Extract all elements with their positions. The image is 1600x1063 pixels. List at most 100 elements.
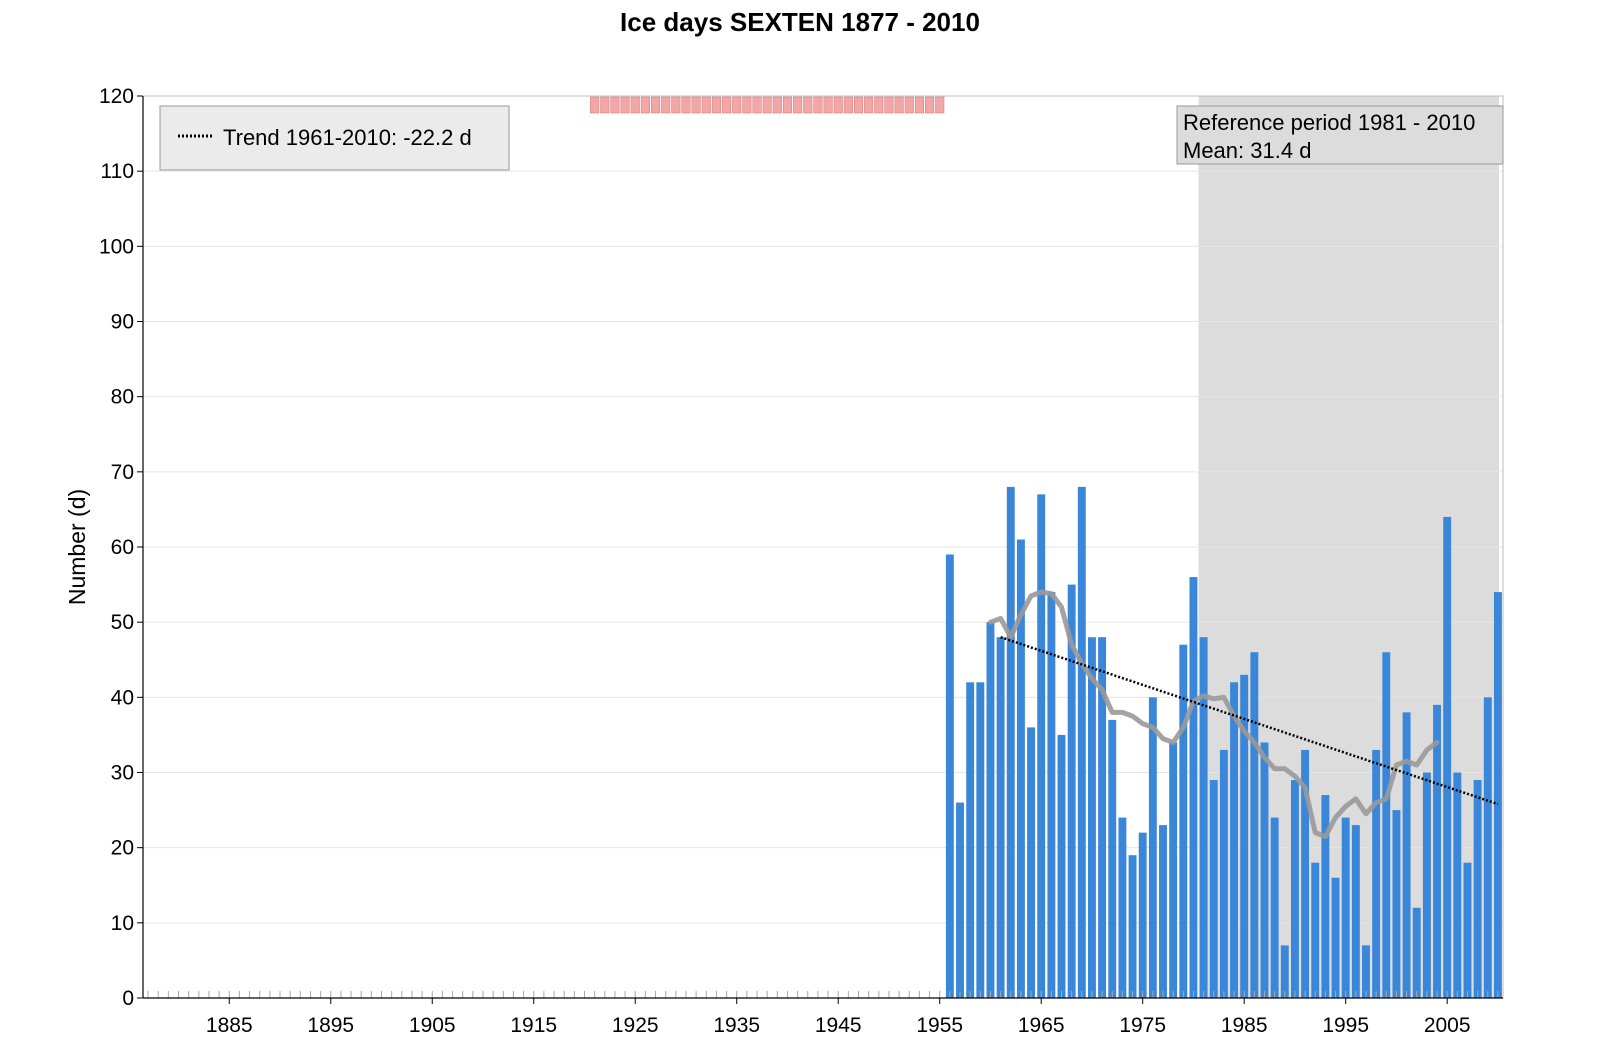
missing-year-marker <box>691 96 701 114</box>
chart-title: Ice days SEXTEN 1877 - 2010 <box>620 7 980 37</box>
x-tick-label: 1935 <box>713 1014 760 1037</box>
missing-year-marker <box>762 96 772 114</box>
bar <box>1067 584 1076 998</box>
y-tick-label: 0 <box>122 987 134 1010</box>
missing-year-marker <box>853 96 864 114</box>
x-tick-label: 1955 <box>916 1014 963 1037</box>
bar <box>1351 825 1360 998</box>
missing-year-marker <box>671 96 681 114</box>
bar <box>966 682 975 998</box>
bar <box>1148 697 1157 998</box>
bar <box>1087 637 1096 998</box>
missing-year-marker <box>772 96 782 114</box>
missing-year-marker <box>610 96 620 114</box>
bar <box>1422 772 1431 998</box>
x-tick-label: 1965 <box>1018 1014 1065 1037</box>
bar <box>986 622 995 998</box>
bar <box>1250 652 1259 998</box>
y-tick-label: 30 <box>111 762 134 785</box>
plot-area: 0 10 20 30 40 50 60 70 80 90 100 110 120 1885 1895 1905… <box>99 85 1504 1037</box>
y-axis-label: Number (d) <box>64 489 90 605</box>
bar <box>1138 832 1147 998</box>
x-tick-label: 1985 <box>1221 1014 1268 1037</box>
missing-year-marker <box>752 96 762 114</box>
y-tick-label: 120 <box>99 85 134 108</box>
bar <box>1230 682 1239 998</box>
missing-year-marker <box>894 96 904 114</box>
bar <box>1047 592 1056 998</box>
bar <box>945 554 954 998</box>
bar <box>1301 749 1310 998</box>
bar <box>1077 486 1086 998</box>
x-tick-label: 1945 <box>815 1014 862 1037</box>
bar <box>1331 877 1340 998</box>
bar <box>1321 795 1330 998</box>
bar <box>1169 742 1178 998</box>
bar <box>1362 945 1370 998</box>
missing-year-marker <box>630 96 640 114</box>
missing-year-marker <box>732 96 742 114</box>
y-tick-label: 90 <box>111 311 134 334</box>
missing-year-marker <box>620 96 630 114</box>
y-tick-label: 110 <box>101 160 134 183</box>
bar <box>1128 855 1137 998</box>
missing-year-marker <box>722 96 732 114</box>
bar <box>1402 712 1411 998</box>
trend-line <box>1000 636 1499 806</box>
missing-year-marker <box>782 96 793 114</box>
missing-year-marker <box>640 96 650 114</box>
bar <box>1159 825 1167 998</box>
x-tick-label: 1925 <box>612 1014 659 1037</box>
y-tick-label: 80 <box>111 386 134 409</box>
x-tick-label: 1905 <box>409 1014 456 1037</box>
smoothed-line <box>987 589 1440 839</box>
missing-year-marker <box>833 96 843 114</box>
bar <box>1433 704 1441 998</box>
bar <box>1189 577 1198 998</box>
reference-period-label: Reference period 1981 - 2010 <box>1183 110 1475 135</box>
missing-year-marker <box>600 96 610 114</box>
bar <box>1219 749 1228 998</box>
y-tick-label: 100 <box>99 235 134 258</box>
legend-trend-label: Trend 1961-2010: -22.2 d <box>223 125 472 150</box>
missing-year-marker <box>711 96 721 114</box>
bar <box>1483 697 1492 998</box>
missing-year-marker <box>823 96 833 114</box>
missing-year-marker <box>813 96 823 114</box>
bar <box>1209 780 1218 998</box>
missing-year-marker <box>914 96 924 114</box>
bar <box>1270 817 1279 998</box>
missing-year-marker <box>742 96 752 114</box>
bar <box>1382 652 1391 998</box>
bar <box>1463 862 1472 998</box>
missing-year-marker <box>681 96 691 114</box>
y-tick-label: 40 <box>111 686 134 709</box>
bar <box>1443 516 1452 998</box>
bar <box>1473 780 1482 998</box>
bar <box>1108 719 1117 998</box>
bar <box>1453 772 1462 998</box>
y-tick-label: 50 <box>111 611 134 634</box>
bar <box>1290 780 1299 998</box>
missing-year-marker <box>864 96 874 114</box>
missing-year-marker <box>884 96 894 114</box>
missing-year-marker <box>843 96 853 114</box>
bar <box>1027 727 1036 998</box>
bar <box>1057 734 1066 998</box>
bar <box>1118 817 1127 998</box>
x-tick-label: 1885 <box>206 1014 253 1037</box>
missing-year-marker <box>803 96 813 114</box>
missing-year-marker <box>925 96 935 114</box>
missing-year-marker <box>701 96 711 114</box>
bar <box>1016 539 1025 998</box>
y-tick-label: 60 <box>111 536 134 559</box>
bar <box>1179 644 1188 998</box>
reference-period-box <box>1176 105 1504 165</box>
x-tick-label: 1915 <box>510 1014 557 1037</box>
missing-year-marker <box>661 96 671 114</box>
bar <box>1260 742 1269 998</box>
x-tick-label: 1975 <box>1119 1014 1166 1037</box>
y-tick-label: 70 <box>111 461 134 484</box>
y-tick-label: 10 <box>111 912 134 935</box>
